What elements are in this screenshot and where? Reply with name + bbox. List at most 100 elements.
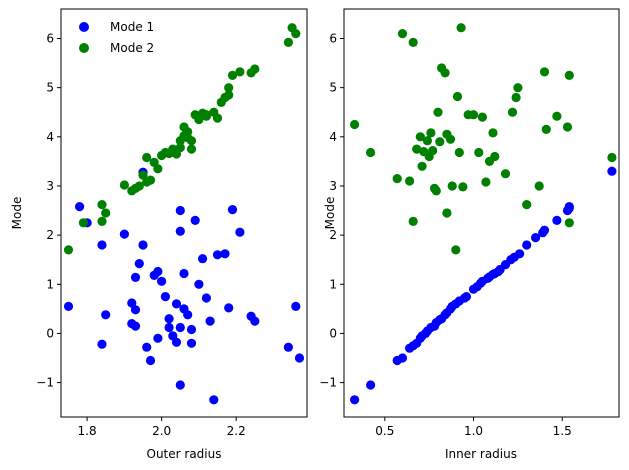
- right-point-mode-1-3: [397, 353, 408, 363]
- left-point-mode-2-39: [224, 90, 234, 100]
- left-y-tick-label: 0: [46, 326, 54, 340]
- right-y-tick-label: 2: [329, 228, 337, 242]
- right-point-mode-2-38: [500, 169, 511, 179]
- right-point-mode-2-11: [422, 136, 432, 146]
- right-point-mode-2-29: [458, 182, 468, 192]
- left-point-mode-1-48: [250, 316, 260, 326]
- left-point-mode-1-0: [63, 301, 74, 311]
- right-y-ticks: −1 0 1 2 3 4 5 6: [319, 31, 344, 390]
- left-point-mode-1-43: [220, 249, 230, 259]
- right-point-mode-2-39: [507, 107, 518, 117]
- right-y-tick-label: 4: [329, 130, 337, 144]
- left-point-mode-2-27: [186, 144, 197, 154]
- left-point-mode-1-39: [201, 293, 211, 303]
- right-point-mode-2-7: [412, 144, 422, 154]
- right-point-mode-2-23: [445, 134, 456, 144]
- right-point-mode-2-17: [433, 107, 443, 117]
- right-point-mode-1-37: [515, 249, 525, 259]
- left-point-mode-1-10: [130, 272, 141, 282]
- left-point-mode-1-7: [127, 298, 137, 308]
- left-point-mode-2-3: [97, 200, 107, 210]
- right-point-mode-2-6: [408, 216, 418, 226]
- right-x-tick-label: 1.5: [553, 424, 572, 438]
- left-point-mode-2-11: [142, 152, 152, 163]
- legend-marker-mode-1: [79, 22, 89, 32]
- right-point-mode-2-41: [513, 83, 523, 93]
- left-point-mode-1-6: [119, 229, 129, 239]
- left-point-mode-1-35: [186, 324, 197, 335]
- left-point-mode-1-26: [171, 337, 182, 347]
- left-point-mode-1-29: [175, 322, 185, 333]
- left-y-axis-label: Mode: [10, 197, 24, 230]
- left-point-mode-1-30: [175, 380, 185, 390]
- left-y-tick-label: 6: [46, 31, 54, 45]
- right-point-mode-2-48: [564, 70, 574, 80]
- left-point-mode-2-21: [175, 143, 185, 153]
- right-point-mode-2-36: [488, 128, 498, 138]
- left-point-mode-1-40: [205, 316, 215, 326]
- right-y-tick-label: 0: [329, 326, 337, 340]
- right-point-mode-2-32: [474, 147, 484, 158]
- left-point-mode-2-4: [101, 208, 111, 218]
- left-y-tick-label: 3: [46, 179, 54, 193]
- right-point-mode-1-23: [461, 292, 471, 302]
- left-point-mode-2-38: [224, 83, 234, 93]
- right-point-mode-2-42: [522, 200, 532, 210]
- left-point-mode-1-12: [134, 259, 144, 269]
- right-point-mode-2-50: [607, 152, 617, 163]
- left-x-tick-label: 2.0: [152, 424, 171, 438]
- left-point-mode-1-51: [294, 353, 305, 363]
- right-point-mode-2-2: [392, 174, 402, 184]
- left-point-mode-1-50: [291, 301, 301, 311]
- right-point-mode-2-49: [564, 218, 574, 228]
- left-point-mode-2-33: [201, 110, 211, 120]
- right-point-mode-2-1: [366, 147, 376, 158]
- left-point-mode-2-35: [212, 113, 223, 123]
- right-point-mode-2-14: [428, 146, 438, 156]
- right-point-mode-2-3: [397, 28, 408, 39]
- left-point-mode-2-14: [153, 164, 163, 174]
- left-point-mode-1-38: [198, 254, 208, 264]
- left-point-mode-2-12: [145, 175, 156, 185]
- right-point-mode-2-24: [447, 181, 457, 191]
- left-point-mode-1-15: [142, 342, 152, 352]
- left-point-mode-1-23: [164, 314, 174, 324]
- right-point-mode-1-42: [552, 215, 562, 225]
- right-point-mode-1-41: [539, 225, 550, 235]
- left-point-mode-1-1: [75, 202, 85, 212]
- left-y-tick-label: 2: [46, 228, 54, 242]
- right-y-tick-label: 1: [329, 277, 337, 291]
- left-point-mode-1-36: [190, 215, 200, 225]
- legend-marker-mode-2: [79, 43, 89, 53]
- left-point-mode-2-2: [97, 216, 107, 226]
- right-point-mode-2-47: [562, 122, 573, 132]
- legend-label-mode-1: Mode 1: [110, 20, 154, 34]
- right-point-mode-2-13: [426, 128, 436, 138]
- right-point-mode-1-1: [366, 380, 376, 390]
- right-x-ticks: 0.5 1.0 1.5: [375, 417, 572, 438]
- right-point-mode-2-20: [440, 68, 450, 78]
- right-point-mode-2-34: [481, 177, 491, 187]
- left-point-mode-1-3: [97, 240, 107, 250]
- right-point-mode-2-31: [468, 110, 479, 120]
- left-point-mode-2-40: [227, 70, 238, 80]
- right-point-mode-1-38: [522, 240, 532, 250]
- right-point-mode-2-5: [408, 37, 418, 48]
- right-point-mode-2-25: [451, 245, 461, 255]
- left-point-mode-1-20: [157, 276, 167, 286]
- left-point-mode-2-8: [134, 181, 144, 191]
- right-point-mode-2-28: [456, 23, 466, 33]
- left-point-mode-1-19: [153, 266, 163, 277]
- right-point-mode-1-45: [564, 202, 574, 212]
- left-point-mode-1-42: [212, 250, 223, 260]
- right-point-mode-2-26: [452, 91, 463, 102]
- left-x-axis-label: Outer radius: [147, 447, 222, 461]
- left-point-mode-1-9: [130, 305, 141, 315]
- legend-label-mode-2: Mode 2: [110, 41, 154, 55]
- left-point-mode-1-21: [160, 292, 170, 302]
- left-point-mode-1-18: [153, 333, 163, 343]
- left-axes-frame: [60, 8, 308, 418]
- left-point-mode-1-4: [97, 339, 107, 349]
- left-point-mode-1-37: [194, 279, 204, 289]
- left-y-tick-label: −1: [36, 376, 54, 390]
